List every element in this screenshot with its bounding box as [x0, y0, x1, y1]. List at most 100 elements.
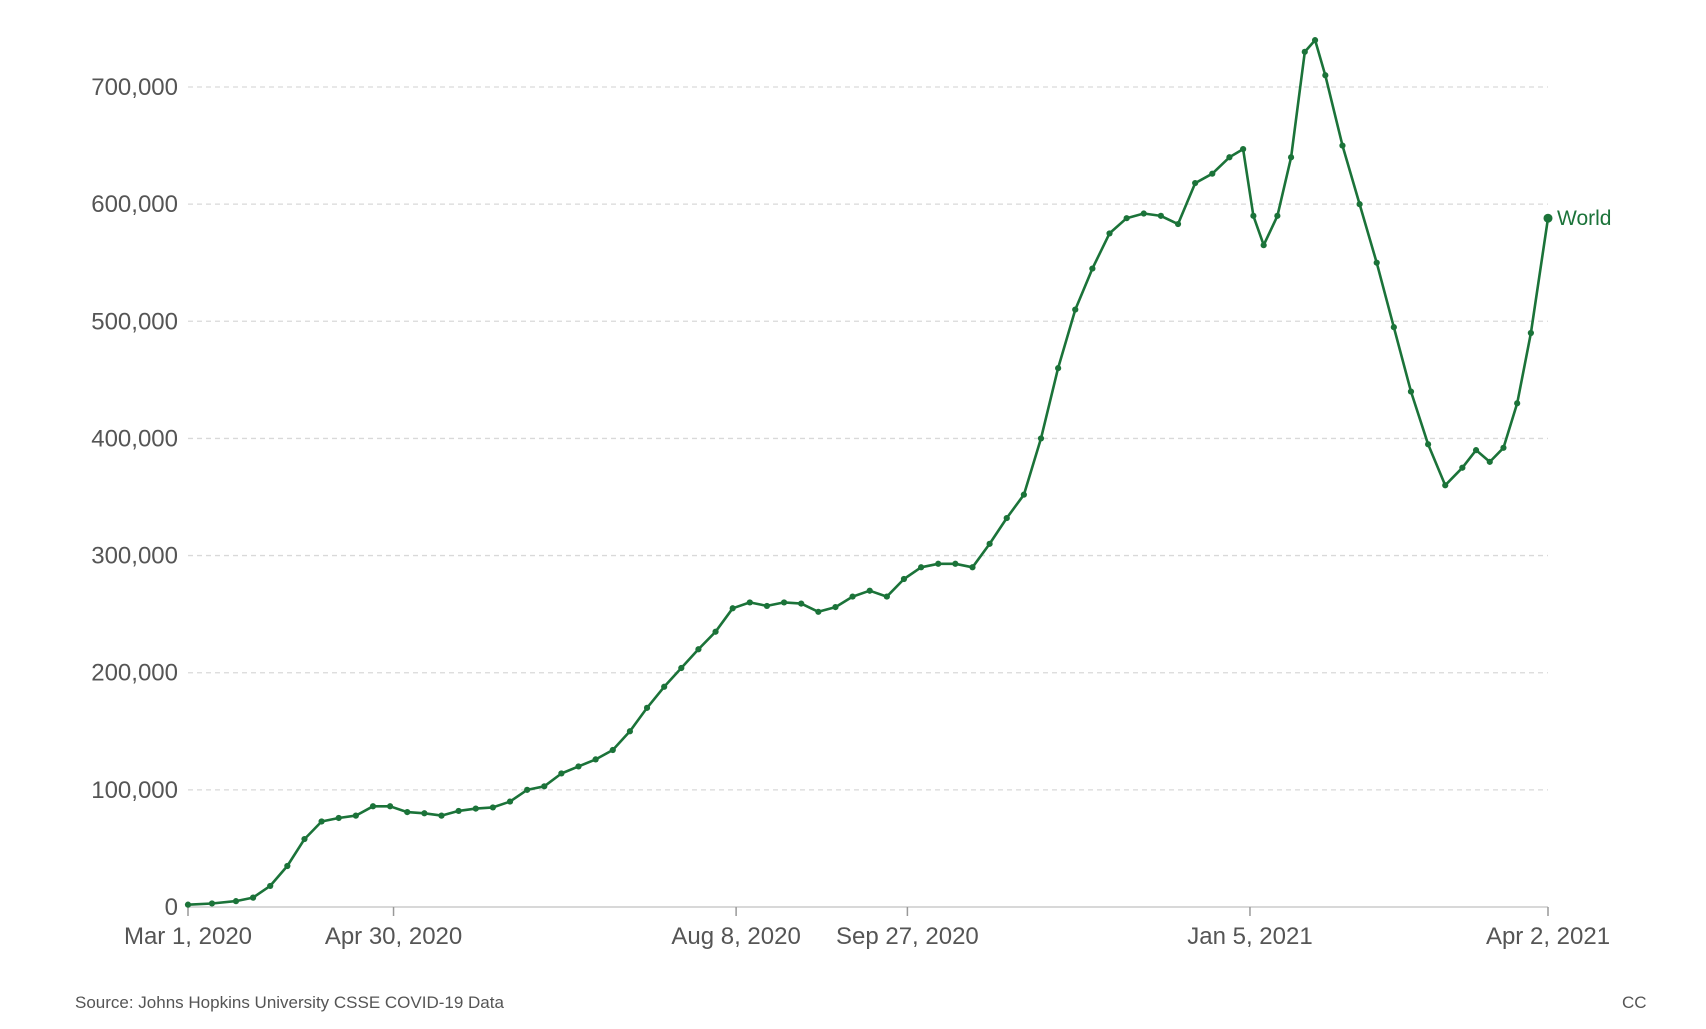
- data-point: [387, 803, 394, 810]
- data-point: [524, 786, 531, 793]
- y-tick-label: 300,000: [91, 543, 178, 570]
- data-point: [1527, 329, 1534, 337]
- data-point: [780, 599, 788, 606]
- data-point: [1106, 230, 1113, 237]
- x-axis-tick-labels: Mar 1, 2020 Apr 30, 2020 Aug 8, 2020 Sep 27…: [124, 923, 1610, 950]
- data-point: [352, 812, 359, 819]
- data-point: [506, 798, 514, 805]
- series-world: World: [184, 37, 1611, 908]
- series-label: World: [1557, 207, 1611, 230]
- data-point: [455, 807, 462, 815]
- data-point: [969, 564, 976, 571]
- data-point: [421, 810, 428, 817]
- x-tick-label: Aug 8, 2020: [671, 923, 800, 950]
- y-tick-label: 400,000: [91, 425, 178, 452]
- data-point: [438, 812, 445, 819]
- data-point: [1226, 154, 1233, 161]
- data-point: [729, 605, 736, 612]
- x-tick-label: Apr 30, 2020: [325, 923, 462, 950]
- data-point: [301, 835, 308, 843]
- data-point: [489, 804, 496, 811]
- data-point: [1287, 154, 1295, 161]
- data-point: [1072, 306, 1079, 313]
- data-point: [626, 728, 634, 735]
- data-point: [986, 540, 993, 547]
- data-point: [1390, 324, 1397, 331]
- data-point: [695, 646, 702, 653]
- data-point: [1339, 142, 1346, 149]
- data-point: [1311, 37, 1319, 44]
- data-point: [1192, 179, 1199, 187]
- x-tick-label: Mar 1, 2020: [124, 923, 252, 950]
- y-tick-label: 0: [165, 894, 178, 921]
- data-point: [883, 593, 890, 600]
- data-point: [1003, 514, 1010, 522]
- data-point: [1486, 458, 1493, 465]
- data-point: [284, 862, 291, 870]
- y-axis-tick-labels: 0 100,000 200,000 300,000 400,000 500,000 600,…: [91, 74, 178, 921]
- data-point: [592, 756, 599, 763]
- x-tick-label: Apr 2, 2021: [1486, 923, 1610, 950]
- data-point: [1514, 400, 1521, 407]
- data-point: [849, 593, 856, 600]
- data-point: [900, 575, 908, 583]
- gridlines: [188, 86, 1548, 791]
- data-point: [1209, 170, 1216, 177]
- data-point: [1356, 201, 1363, 208]
- data-point: [558, 770, 565, 777]
- data-point: [1459, 464, 1466, 471]
- data-point: [1240, 145, 1247, 153]
- source-note: Source: Johns Hopkins University CSSE CO…: [75, 993, 504, 1012]
- data-point: [643, 704, 651, 711]
- data-point: [1373, 259, 1380, 266]
- data-point: [1301, 48, 1308, 55]
- data-point: [609, 746, 616, 754]
- data-point: [1500, 444, 1507, 451]
- y-tick-label: 700,000: [91, 74, 178, 101]
- data-point: [369, 803, 377, 810]
- data-point: [935, 560, 942, 567]
- data-point: [712, 628, 719, 635]
- x-axis: [187, 906, 1549, 916]
- data-point: [208, 900, 216, 907]
- x-tick-label: Sep 27, 2020: [836, 923, 979, 950]
- data-point: [815, 608, 822, 615]
- data-point: [404, 809, 411, 816]
- data-point: [541, 783, 548, 790]
- series-end-marker: [1543, 213, 1553, 223]
- data-point: [1274, 212, 1281, 219]
- data-point: [1260, 242, 1267, 249]
- data-point: [335, 814, 342, 822]
- data-point: [1140, 210, 1147, 217]
- data-point: [1037, 435, 1045, 442]
- data-point: [661, 683, 668, 690]
- data-point: [1020, 491, 1027, 498]
- data-point: [249, 894, 257, 901]
- data-point: [798, 600, 805, 607]
- license-label: CC: [1622, 993, 1647, 1012]
- y-tick-label: 600,000: [91, 191, 178, 218]
- x-tick-label: Jan 5, 2021: [1187, 923, 1312, 950]
- y-tick-label: 500,000: [91, 308, 178, 335]
- data-point: [1123, 215, 1130, 222]
- data-point: [746, 599, 753, 606]
- data-point: [917, 564, 925, 571]
- data-point: [318, 818, 325, 825]
- data-point: [1472, 447, 1480, 454]
- data-point: [866, 587, 873, 594]
- data-point: [575, 763, 582, 770]
- series-line: [186, 38, 1550, 906]
- data-point: [472, 805, 479, 812]
- data-point: [678, 664, 685, 672]
- data-point: [1055, 365, 1062, 372]
- y-tick-label: 200,000: [91, 660, 178, 687]
- y-tick-label: 100,000: [91, 777, 178, 804]
- data-point: [1250, 212, 1257, 219]
- data-point: [763, 602, 771, 610]
- data-point: [267, 882, 274, 890]
- data-point: [184, 901, 192, 908]
- data-point: [1174, 220, 1182, 228]
- data-point: [1407, 388, 1415, 395]
- data-point: [1442, 482, 1449, 489]
